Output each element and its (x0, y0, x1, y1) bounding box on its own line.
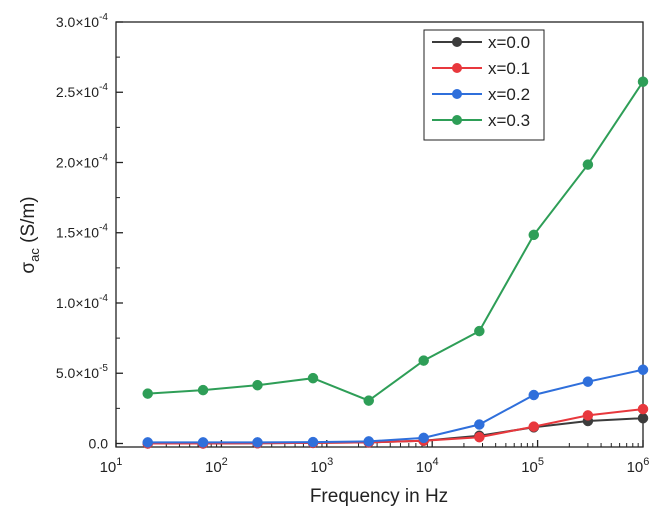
data-point (474, 419, 485, 430)
y-tick-label: 0.0 (89, 435, 109, 451)
legend: x=0.0 x=0.1 x=0.2 x=0.3 (423, 29, 545, 141)
legend-label: x=0.1 (488, 59, 530, 78)
x-axis-ticks: 101 102 103 104 105 106 (100, 440, 650, 476)
data-point (307, 372, 319, 384)
data-point (197, 437, 209, 448)
data-point (637, 76, 649, 87)
x-tick-label: 104 (416, 456, 439, 476)
legend-items: x=0.0 x=0.1 x=0.2 x=0.3 (432, 33, 530, 130)
y-tick-label: 5.0×10-5 (56, 363, 109, 381)
data-point (637, 412, 649, 424)
legend-box (423, 29, 545, 141)
y-axis-label-subscript: ac (27, 248, 42, 262)
legend-marker (452, 115, 462, 125)
y-tick-label: 1.5×10-4 (56, 223, 109, 241)
data-point (637, 403, 649, 415)
legend-item: x=0.2 (432, 85, 530, 104)
data-point (363, 395, 374, 406)
data-point (582, 376, 594, 387)
y-axis-label-symbol: σ (18, 262, 39, 274)
data-point (582, 410, 594, 421)
y-axis-label-unit: (S/m) (18, 196, 39, 248)
series-x=0.2 (142, 364, 649, 448)
legend-label: x=0.0 (488, 33, 530, 52)
data-point (474, 325, 485, 337)
y-tick-label: 1.0×10-4 (56, 293, 109, 311)
data-point (307, 436, 319, 448)
data-point (252, 379, 263, 391)
data-point (528, 229, 540, 241)
data-point (474, 431, 485, 443)
series-layer (142, 76, 649, 449)
data-point (363, 436, 374, 447)
series-line (147, 408, 644, 445)
legend-item: x=0.0 (432, 33, 530, 52)
y-tick-label: 3.0×10-4 (56, 12, 109, 30)
data-point (252, 437, 263, 448)
series-line (147, 368, 644, 444)
data-point (637, 364, 649, 375)
legend-marker (452, 63, 462, 73)
data-point (197, 384, 209, 396)
y-tick-label: 2.5×10-4 (56, 82, 109, 100)
x-tick-label: 105 (521, 456, 544, 476)
legend-item: x=0.1 (432, 59, 530, 78)
data-point (418, 432, 429, 444)
x-tick-label: 103 (310, 456, 333, 476)
legend-label: x=0.3 (488, 111, 530, 130)
y-axis-ticks: 0.0 5.0×10-5 1.0×10-4 1.5×10-4 2.0×10-4 2.5×1… (56, 12, 123, 451)
x-tick-label: 106 (627, 456, 650, 476)
series-line (147, 81, 644, 402)
data-point (582, 159, 594, 170)
series-x=0.3 (142, 76, 649, 406)
data-point (142, 437, 153, 448)
plot-frame (115, 21, 644, 448)
legend-label: x=0.2 (488, 85, 530, 104)
data-point (418, 355, 429, 366)
legend-item: x=0.3 (432, 111, 530, 130)
x-tick-label: 101 (100, 456, 123, 476)
data-point (528, 389, 540, 401)
x-axis-label: Frequency in Hz (310, 486, 448, 507)
data-point (528, 421, 540, 432)
legend-marker (452, 89, 462, 99)
y-axis-label: σac (S/m) (18, 196, 42, 273)
y-tick-label: 2.0×10-4 (56, 152, 109, 170)
x-tick-label: 102 (205, 456, 228, 476)
legend-marker (452, 37, 462, 47)
data-point (142, 388, 153, 399)
